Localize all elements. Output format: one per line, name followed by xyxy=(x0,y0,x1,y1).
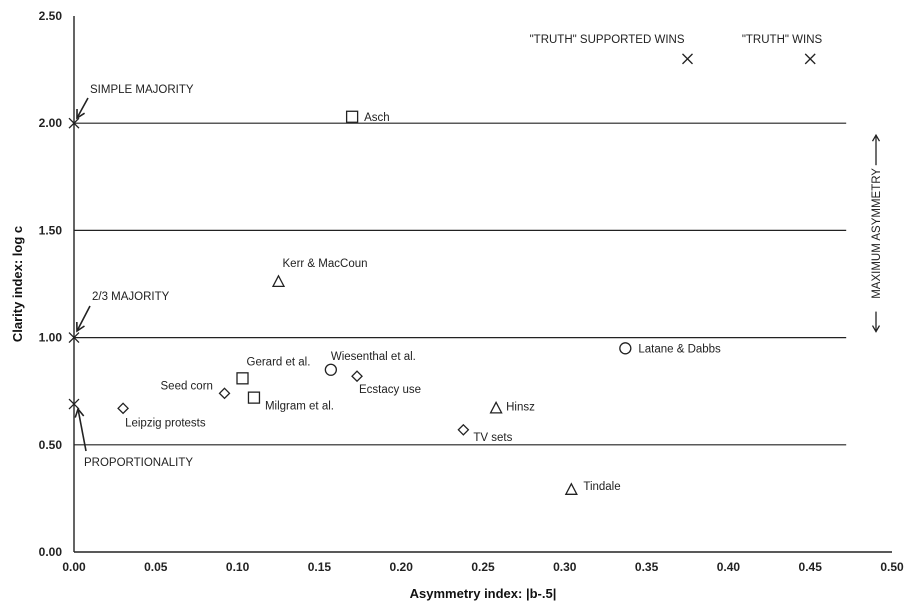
diamond-marker xyxy=(218,387,231,400)
data-point: "TRUTH" WINS xyxy=(742,34,823,65)
annotation-arrow xyxy=(77,408,87,452)
vertical-arrow-head xyxy=(871,325,881,333)
data-point: TV sets xyxy=(457,423,513,444)
point-label: Kerr & MacCoun xyxy=(283,258,368,270)
point-label: Wiesenthal et al. xyxy=(331,351,416,363)
data-point: Kerr & MacCoun xyxy=(271,258,368,288)
point-label: "TRUTH" WINS xyxy=(742,34,823,46)
circle-marker xyxy=(324,363,338,376)
square-marker xyxy=(247,391,261,404)
point-label: Latane & Dabbs xyxy=(638,343,721,355)
arrow-head xyxy=(74,407,85,418)
x-tick-label: 0.20 xyxy=(390,560,414,574)
annotation-arrow xyxy=(76,97,89,119)
x-tick-label: 0.15 xyxy=(308,560,332,574)
triangle-marker xyxy=(271,274,286,288)
arrow-head xyxy=(76,108,86,120)
y-tick-label: 1.00 xyxy=(39,331,63,345)
maximum-asymmetry-annotation: MAXIMUM ASYMMETRY xyxy=(871,133,883,333)
y-tick-labels: 0.00 0.50 1.00 1.50 2.00 2.50 xyxy=(39,9,63,559)
y-tick-label: 0.50 xyxy=(39,438,63,452)
vertical-arrow-head xyxy=(871,133,881,142)
y-tick-label: 2.00 xyxy=(39,116,63,130)
chart-annotations: SIMPLE MAJORITY 2/3 MAJORITY PROPORTIONALI… xyxy=(68,84,194,469)
x-tick-labels: 0.00 0.05 0.10 0.15 0.20 0.25 0.30 0.35 0.40 0.45… xyxy=(62,560,904,574)
annotation: PROPORTIONALITY xyxy=(68,398,193,469)
point-label: Seed corn xyxy=(161,380,213,392)
data-point: Wiesenthal et al. xyxy=(324,351,416,376)
point-label: Tindale xyxy=(583,481,620,493)
triangle-marker xyxy=(489,400,503,414)
diamond-marker xyxy=(117,402,129,415)
x-tick-label: 0.00 xyxy=(62,560,86,574)
square-marker xyxy=(345,110,359,123)
y-axis-title: Clarity index: log c xyxy=(10,226,25,342)
square-marker xyxy=(236,372,249,385)
annotation: 2/3 MAJORITY xyxy=(68,291,170,344)
y-tick-label: 2.50 xyxy=(39,9,63,23)
x-axis-title: Asymmetry index: |b-.5| xyxy=(410,586,557,601)
data-points: Asch Kerr & MacCoun Gerard et al. Wiesentha… xyxy=(117,34,823,495)
x-tick-label: 0.05 xyxy=(144,560,168,574)
point-label: "TRUTH" SUPPORTED WINS xyxy=(530,34,685,46)
circle-marker xyxy=(619,342,632,355)
point-label: Gerard et al. xyxy=(247,356,311,368)
data-point: Ecstacy use xyxy=(351,370,421,396)
y-tick-label: 1.50 xyxy=(39,223,63,237)
data-point: Leipzig protests xyxy=(117,402,206,429)
x-tick-label: 0.45 xyxy=(799,560,823,574)
point-label: Hinsz xyxy=(506,401,535,413)
x-tick-label: 0.40 xyxy=(717,560,741,574)
data-point: Tindale xyxy=(564,481,621,495)
annotation-arrow xyxy=(76,305,91,332)
diamond-marker xyxy=(351,370,363,383)
annotation: SIMPLE MAJORITY xyxy=(68,84,194,129)
data-point: Hinsz xyxy=(489,400,535,414)
triangle-marker xyxy=(564,482,578,495)
x-marker xyxy=(804,53,816,65)
x-tick-label: 0.25 xyxy=(471,560,495,574)
maximum-asymmetry-label: MAXIMUM ASYMMETRY xyxy=(871,168,883,299)
data-point: "TRUTH" SUPPORTED WINS xyxy=(530,34,693,65)
data-point: Milgram et al. xyxy=(247,391,334,413)
data-point: Gerard et al. xyxy=(236,356,311,385)
point-label: Ecstacy use xyxy=(359,384,421,396)
x-tick-label: 0.30 xyxy=(553,560,577,574)
x-marker xyxy=(68,117,80,129)
arrow-head xyxy=(76,321,85,333)
reference-lines xyxy=(74,122,847,446)
data-point: Asch xyxy=(345,110,390,124)
x-marker xyxy=(682,53,693,65)
x-marker xyxy=(68,398,80,410)
point-label: Asch xyxy=(364,112,390,124)
x-marker xyxy=(68,332,80,344)
annotation-label: SIMPLE MAJORITY xyxy=(90,84,194,96)
data-point: Seed corn xyxy=(161,380,231,400)
diamond-marker xyxy=(457,423,470,436)
x-tick-label: 0.35 xyxy=(635,560,659,574)
data-point: Latane & Dabbs xyxy=(619,342,721,355)
x-tick-label: 0.10 xyxy=(226,560,250,574)
point-label: TV sets xyxy=(473,432,512,444)
axes xyxy=(73,16,892,553)
point-label: Leipzig protests xyxy=(125,417,206,429)
x-tick-label: 0.50 xyxy=(880,560,904,574)
annotation-label: 2/3 MAJORITY xyxy=(92,291,170,303)
annotation-label: PROPORTIONALITY xyxy=(84,457,193,469)
y-tick-label: 0.00 xyxy=(39,545,63,559)
point-label: Milgram et al. xyxy=(265,401,334,413)
